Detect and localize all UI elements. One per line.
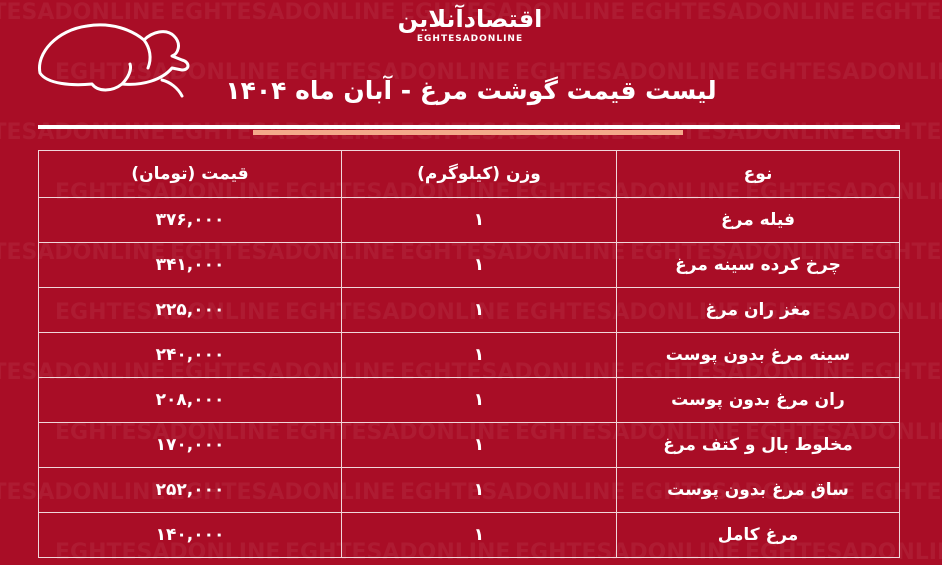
cell-weight: ۱ — [341, 422, 617, 468]
table-row: سینه مرغ بدون پوست ۱ ۲۴۰,۰۰۰ — [38, 332, 900, 378]
watermark: EGHTESADONLINE — [745, 60, 942, 85]
watermark: EGHTESADONLINE — [860, 0, 942, 25]
logo-english: EGHTESADONLINE — [416, 34, 524, 44]
title-accent-bar — [253, 130, 683, 135]
roast-chicken-icon — [38, 23, 190, 98]
table-header-row: نوع وزن (کیلوگرم) قیمت (تومان) — [38, 150, 900, 198]
table-row: مخلوط بال و کتف مرغ ۱ ۱۷۰,۰۰۰ — [38, 422, 900, 468]
cell-price: ۳۷۶,۰۰۰ — [38, 197, 342, 243]
header-price: قیمت (تومان) — [38, 150, 342, 198]
cell-type: ساق مرغ بدون پوست — [616, 467, 900, 513]
page-title: لیست قیمت گوشت مرغ - آبان ماه ۱۴۰۴ — [225, 76, 717, 105]
cell-weight: ۱ — [341, 242, 617, 288]
cell-price: ۳۴۱,۰۰۰ — [38, 242, 342, 288]
cell-price: ۱۴۰,۰۰۰ — [38, 512, 342, 558]
price-table: نوع وزن (کیلوگرم) قیمت (تومان) فیله مرغ ۱… — [38, 150, 900, 558]
watermark: EGHTESADONLINE — [860, 120, 942, 145]
cell-price: ۲۴۰,۰۰۰ — [38, 332, 342, 378]
watermark: EGHTESADONLINE — [630, 0, 856, 25]
table-row: فیله مرغ ۱ ۳۷۶,۰۰۰ — [38, 197, 900, 243]
watermark: EGHTESADONLINE — [0, 120, 166, 145]
cell-type: مرغ کامل — [616, 512, 900, 558]
table-row: ران مرغ بدون پوست ۱ ۲۰۸,۰۰۰ — [38, 377, 900, 423]
cell-type: مخلوط بال و کتف مرغ — [616, 422, 900, 468]
table-row: مرغ کامل ۱ ۱۴۰,۰۰۰ — [38, 512, 900, 558]
logo-persian: اقتصادآنلاین — [397, 5, 543, 33]
brand-logo: اقتصادآنلاین EGHTESADONLINE — [390, 4, 550, 56]
cell-weight: ۱ — [341, 467, 617, 513]
table-row: ساق مرغ بدون پوست ۱ ۲۵۲,۰۰۰ — [38, 467, 900, 513]
cell-weight: ۱ — [341, 287, 617, 333]
cell-weight: ۱ — [341, 377, 617, 423]
table-row: مغز ران مرغ ۱ ۲۲۵,۰۰۰ — [38, 287, 900, 333]
cell-type: فیله مرغ — [616, 197, 900, 243]
cell-type: ران مرغ بدون پوست — [616, 377, 900, 423]
header-weight: وزن (کیلوگرم) — [341, 150, 617, 198]
cell-price: ۱۷۰,۰۰۰ — [38, 422, 342, 468]
cell-type: سینه مرغ بدون پوست — [616, 332, 900, 378]
cell-weight: ۱ — [341, 512, 617, 558]
table-row: چرخ کرده سینه مرغ ۱ ۳۴۱,۰۰۰ — [38, 242, 900, 288]
cell-type: چرخ کرده سینه مرغ — [616, 242, 900, 288]
cell-type: مغز ران مرغ — [616, 287, 900, 333]
cell-price: ۲۰۸,۰۰۰ — [38, 377, 342, 423]
cell-price: ۲۵۲,۰۰۰ — [38, 467, 342, 513]
header-type: نوع — [616, 150, 900, 198]
title-divider — [38, 125, 900, 129]
cell-price: ۲۲۵,۰۰۰ — [38, 287, 342, 333]
cell-weight: ۱ — [341, 197, 617, 243]
watermark: EGHTESADONLINE — [170, 0, 396, 25]
cell-weight: ۱ — [341, 332, 617, 378]
